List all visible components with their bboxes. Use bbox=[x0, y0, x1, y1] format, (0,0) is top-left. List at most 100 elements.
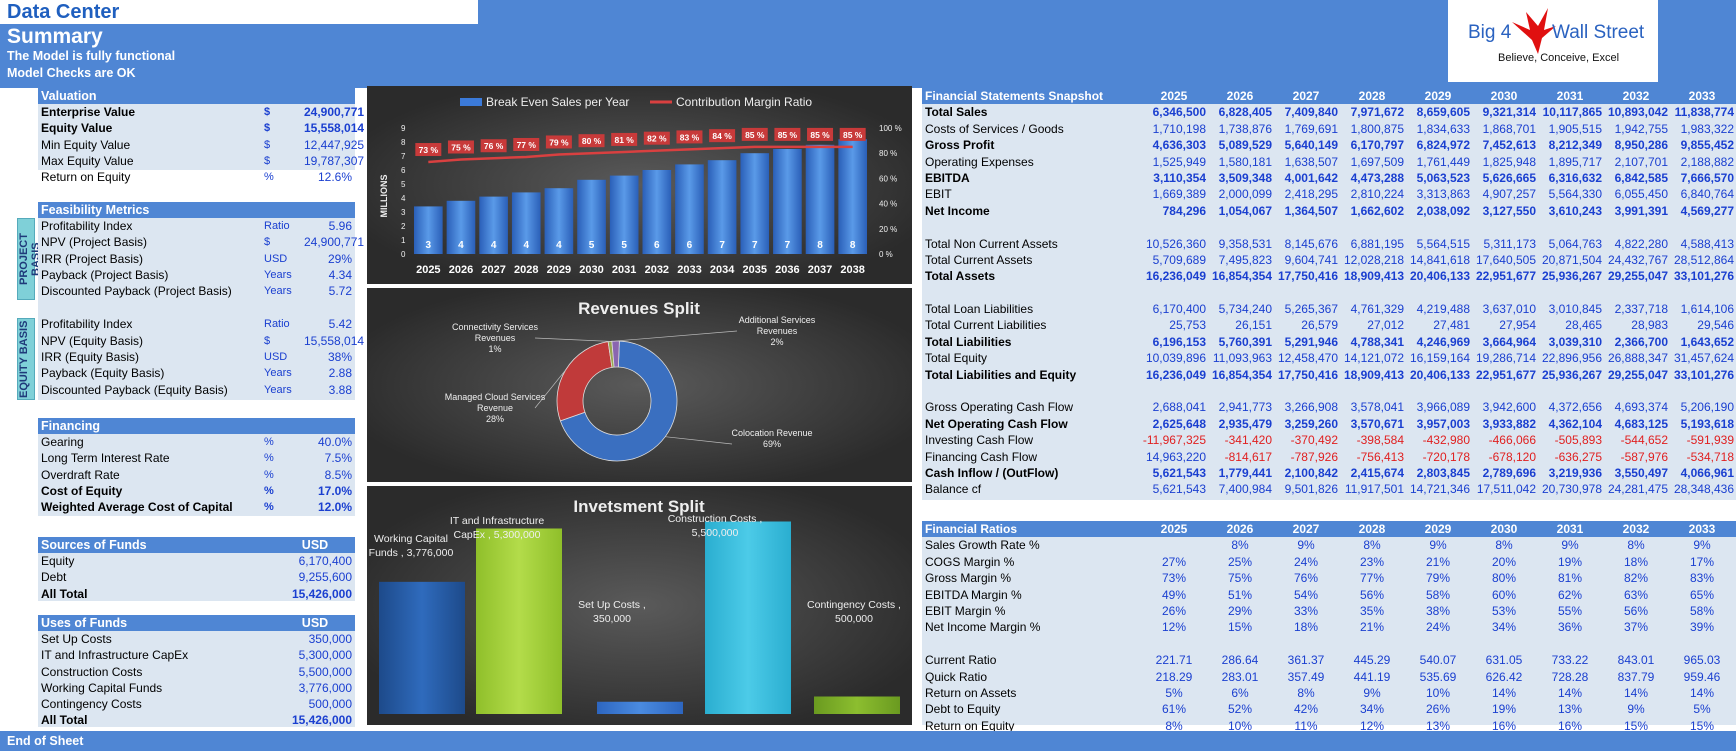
table-cell: -432,980 bbox=[1422, 433, 1470, 448]
table-row: Total Assets 16,236,049 16,854,354 17,750,4… bbox=[922, 268, 1736, 284]
metric-row: IRR (Equity Basis) USD 38% bbox=[38, 349, 355, 365]
table-row: Total Equity 10,039,896 11,093,963 12,458,4… bbox=[922, 350, 1736, 366]
metric-label: Long Term Interest Rate bbox=[41, 451, 170, 466]
bar-data-label: Set Up Costs , bbox=[578, 599, 646, 611]
metric-unit: % bbox=[264, 484, 274, 497]
table-row: EBITDA 3,110,354 3,509,348 4,001,642 4,473,2… bbox=[922, 170, 1736, 186]
table-cell: 28,983 bbox=[1631, 318, 1668, 333]
table-row: Cash Inflow / (OutFlow) 5,621,543 1,779,44… bbox=[922, 465, 1736, 481]
table-cell: 11% bbox=[1294, 718, 1318, 733]
table-cell: 19% bbox=[1557, 554, 1583, 569]
table-cell: 17,750,416 bbox=[1277, 269, 1338, 284]
table-cell: 5,626,665 bbox=[1482, 170, 1536, 185]
table-cell: 4,372,656 bbox=[1548, 400, 1602, 415]
valuation-header: Valuation bbox=[38, 88, 355, 104]
table-cell: 21% bbox=[1359, 620, 1385, 635]
table-cell: 4,693,374 bbox=[1614, 400, 1668, 415]
row-label: Financing Cash Flow bbox=[925, 449, 1038, 464]
table-cell bbox=[1142, 537, 1208, 553]
table-row: Investing Cash Flow -11,967,325 -341,420 -3… bbox=[922, 432, 1736, 448]
table-cell: 20,406,133 bbox=[1409, 269, 1470, 284]
table-cell: 5,621,543 bbox=[1152, 482, 1206, 497]
table-row: Total Loan Liabilities 6,170,400 5,734,240… bbox=[922, 301, 1736, 317]
x-tick: 2035 bbox=[743, 264, 767, 276]
table-row: EBIT 1,669,389 2,000,099 2,418,295 2,810,224… bbox=[922, 186, 1736, 202]
metric-label: Cost of Equity bbox=[41, 483, 123, 498]
pie-slice bbox=[559, 340, 678, 462]
table-cell: 10,117,865 bbox=[1542, 105, 1602, 120]
table-cell: 3,313,863 bbox=[1416, 187, 1470, 202]
table-cell: 20% bbox=[1491, 554, 1517, 569]
table-cell: 15% bbox=[1689, 718, 1715, 733]
table-cell: 7,495,823 bbox=[1218, 252, 1272, 267]
table-cell: 34% bbox=[1359, 702, 1385, 717]
table-cell: 4,569,277 bbox=[1680, 203, 1734, 218]
bar-data-label: Construction Costs , bbox=[668, 513, 763, 525]
table-cell: 7,409,840 bbox=[1284, 105, 1338, 120]
table-cell: 9% bbox=[1627, 702, 1645, 717]
y-axis-label: MILLIONS bbox=[379, 175, 389, 218]
table-cell: 1,638,507 bbox=[1284, 154, 1338, 169]
investment-bar bbox=[379, 581, 465, 714]
eagle-icon bbox=[1512, 8, 1556, 54]
break-even-bar bbox=[577, 179, 606, 254]
row-label: Total Sales bbox=[925, 105, 988, 120]
table-cell: 10,526,360 bbox=[1145, 236, 1206, 251]
metric-unit: $ bbox=[264, 154, 271, 167]
y-tick: 7 bbox=[401, 152, 406, 161]
table-cell: 24,281,475 bbox=[1607, 482, 1668, 497]
table-cell: 27,012 bbox=[1367, 318, 1404, 333]
pie-slice bbox=[611, 340, 620, 368]
table-cell: 8,659,605 bbox=[1416, 105, 1470, 120]
table-cell: 12% bbox=[1161, 620, 1187, 635]
table-cell: 4,683,125 bbox=[1614, 416, 1668, 431]
table-cell: 15% bbox=[1623, 718, 1649, 733]
metric-label: Enterprise Value bbox=[41, 105, 136, 119]
bar-data-label: Working Capital bbox=[374, 533, 448, 545]
metric-label: All Total bbox=[41, 586, 88, 601]
table-cell: 12,458,470 bbox=[1277, 351, 1338, 366]
table-cell: 23% bbox=[1359, 554, 1385, 569]
table-cell: 3,942,600 bbox=[1482, 400, 1536, 415]
table-cell: 26% bbox=[1161, 603, 1187, 618]
table-cell: 49% bbox=[1161, 587, 1187, 602]
table-cell: 13% bbox=[1425, 718, 1451, 733]
chart-title: Invetsment Split bbox=[573, 497, 705, 516]
table-cell: 17,640,505 bbox=[1475, 252, 1536, 267]
spacer bbox=[922, 219, 1736, 235]
metric-value: 8.5% bbox=[324, 467, 352, 482]
table-cell: 5,063,523 bbox=[1416, 170, 1470, 185]
table-cell: 27% bbox=[1161, 554, 1187, 569]
table-cell: 4,362,104 bbox=[1548, 416, 1602, 431]
metric-label: Payback (Project Basis) bbox=[41, 267, 169, 282]
investment-bar bbox=[476, 528, 562, 714]
table-cell: 27,481 bbox=[1433, 318, 1470, 333]
row-label: Current Ratio bbox=[925, 653, 997, 668]
row-label: Total Equity bbox=[925, 351, 988, 366]
row-label: Total Assets bbox=[925, 269, 996, 284]
uses-panel: Uses of Funds USD Set Up Costs 350,000 IT a… bbox=[38, 615, 355, 727]
table-cell: 25,936,267 bbox=[1541, 367, 1602, 382]
table-cell: 11,917,501 bbox=[1344, 482, 1404, 497]
metric-row: All Total 15,426,000 bbox=[38, 712, 355, 728]
row-label: Costs of Services / Goods bbox=[925, 121, 1064, 136]
table-cell: 733.22 bbox=[1551, 653, 1589, 668]
table-cell: 1,580,181 bbox=[1218, 154, 1272, 169]
x-tick: 2037 bbox=[808, 264, 832, 276]
bar-data-label: 3 bbox=[426, 240, 432, 251]
table-cell: 6,316,632 bbox=[1548, 170, 1602, 185]
slice-label: Additional Services bbox=[739, 315, 816, 325]
table-row: Debt to Equity 61% 52% 42% 34% 26% 19% 13% 9% 5% bbox=[922, 701, 1736, 717]
leader-line bbox=[534, 369, 566, 409]
x-tick: 2031 bbox=[612, 264, 636, 276]
slice-label: Colocation Revenue bbox=[731, 428, 812, 438]
table-cell: 60% bbox=[1491, 587, 1517, 602]
table-cell: 10% bbox=[1425, 685, 1451, 700]
table-cell: 63% bbox=[1623, 587, 1649, 602]
table-cell: 11,093,963 bbox=[1212, 351, 1272, 366]
spacer bbox=[922, 383, 1736, 399]
table-cell: 26,888,347 bbox=[1607, 351, 1668, 366]
table-cell: 1,983,322 bbox=[1680, 121, 1734, 136]
table-cell: 29,255,047 bbox=[1607, 269, 1668, 284]
row-label: Cash Inflow / (OutFlow) bbox=[925, 465, 1059, 480]
